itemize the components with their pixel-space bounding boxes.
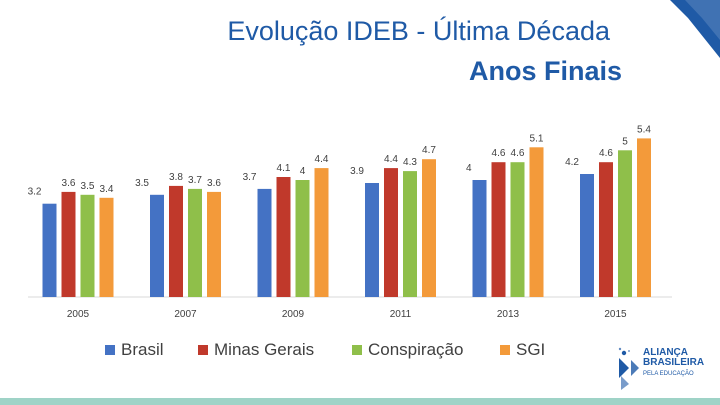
value-label-3-2011: 4.7 bbox=[422, 145, 436, 156]
value-label-0-2009: 3.7 bbox=[243, 172, 257, 183]
bar-3-2005 bbox=[99, 197, 114, 297]
legend-swatch-brasil bbox=[105, 345, 115, 355]
value-label-0-2007: 3.5 bbox=[135, 178, 149, 189]
legend-swatch-sgi bbox=[500, 345, 510, 355]
legend-swatch-minas-gerais bbox=[198, 345, 208, 355]
bar-3-2007 bbox=[207, 191, 221, 297]
value-label-3-2013: 5.1 bbox=[530, 133, 544, 144]
value-label-2-2015: 5 bbox=[622, 136, 628, 147]
bar-1-2005 bbox=[61, 191, 76, 297]
bar-3-2009 bbox=[314, 168, 329, 297]
x-tick-label-2005: 2005 bbox=[67, 309, 90, 320]
legend-swatch-conspiracao bbox=[352, 345, 362, 355]
legend-label-brasil: Brasil bbox=[121, 340, 164, 359]
bar-2-2011 bbox=[403, 171, 417, 297]
alianca-brasileira-logo: ALIANÇA BRASILEIRA PELA EDUCAÇÃO bbox=[615, 344, 715, 390]
legend-label-sgi: SGI bbox=[516, 340, 546, 359]
bar-0-2015 bbox=[580, 174, 594, 297]
bar-3-2013 bbox=[529, 147, 544, 297]
logo-text: ALIANÇA BRASILEIRA PELA EDUCAÇÃO bbox=[643, 348, 704, 379]
bar-2-2013 bbox=[510, 162, 525, 297]
legend-label-conspiracao: Conspiração bbox=[368, 340, 464, 359]
bar-1-2009 bbox=[276, 177, 291, 297]
value-label-3-2015: 5.4 bbox=[637, 124, 651, 135]
value-label-3-2009: 4.4 bbox=[315, 154, 329, 165]
bar-2-2005 bbox=[80, 194, 95, 297]
x-tick-label-2013: 2013 bbox=[497, 309, 520, 320]
value-label-2-2007: 3.7 bbox=[188, 175, 202, 186]
value-label-2-2009: 4 bbox=[300, 166, 306, 177]
bottom-accent-bar bbox=[0, 398, 720, 405]
chart-legend: Brasil Minas Gerais Conspiração SGI bbox=[0, 338, 720, 362]
bar-0-2011 bbox=[365, 183, 379, 297]
bar-1-2011 bbox=[384, 168, 398, 297]
x-tick-label-2015: 2015 bbox=[604, 309, 627, 320]
chart-title: Evolução IDEB - Última Década bbox=[227, 16, 610, 46]
x-tick-label-2007: 2007 bbox=[174, 309, 197, 320]
value-label-1-2011: 4.4 bbox=[384, 154, 398, 165]
chart-subtitle: Anos Finais bbox=[468, 56, 622, 86]
bar-1-2015 bbox=[599, 162, 613, 297]
bar-0-2007 bbox=[150, 194, 164, 297]
x-tick-label-2011: 2011 bbox=[390, 309, 412, 320]
value-label-2-2005: 3.5 bbox=[81, 181, 95, 192]
bar-0-2005 bbox=[42, 203, 57, 297]
bar-1-2013 bbox=[491, 162, 506, 297]
value-label-0-2013: 4 bbox=[466, 163, 472, 174]
value-label-2-2011: 4.3 bbox=[403, 157, 417, 168]
legend-label-minas-gerais: Minas Gerais bbox=[214, 340, 315, 359]
legend-item-conspiracao: Conspiração bbox=[352, 338, 463, 362]
x-tick-label-2009: 2009 bbox=[282, 309, 305, 320]
bar-2-2007 bbox=[188, 188, 202, 297]
value-label-1-2009: 4.1 bbox=[277, 163, 291, 174]
bar-0-2013 bbox=[472, 180, 487, 297]
bar-2-2015 bbox=[618, 150, 632, 297]
legend-item-sgi: SGI bbox=[500, 338, 545, 362]
value-label-1-2013: 4.6 bbox=[492, 148, 506, 159]
corner-chevron-icon bbox=[670, 0, 720, 58]
bar-3-2015 bbox=[637, 138, 651, 297]
bar-1-2007 bbox=[169, 185, 183, 297]
logo-line-2: BRASILEIRA bbox=[643, 357, 705, 368]
value-label-3-2005: 3.4 bbox=[100, 184, 114, 195]
logo-line-1: ALIANÇA bbox=[643, 347, 688, 358]
value-label-1-2015: 4.6 bbox=[599, 148, 613, 159]
value-label-0-2005: 3.2 bbox=[28, 187, 42, 198]
legend-item-minas-gerais: Minas Gerais bbox=[198, 338, 314, 362]
legend-item-brasil: Brasil bbox=[105, 338, 164, 362]
value-label-2-2013: 4.6 bbox=[511, 148, 525, 159]
value-label-0-2015: 4.2 bbox=[565, 157, 579, 168]
value-label-0-2011: 3.9 bbox=[350, 166, 364, 177]
value-label-1-2005: 3.6 bbox=[62, 178, 76, 189]
bar-3-2011 bbox=[422, 159, 436, 297]
value-label-3-2007: 3.6 bbox=[207, 178, 221, 189]
logo-line-3: PELA EDUCAÇÃO bbox=[643, 371, 694, 377]
bar-0-2009 bbox=[257, 188, 272, 297]
value-label-1-2007: 3.8 bbox=[169, 172, 183, 183]
bar-2-2009 bbox=[295, 180, 310, 297]
ab-person-logo-icon bbox=[618, 347, 639, 390]
